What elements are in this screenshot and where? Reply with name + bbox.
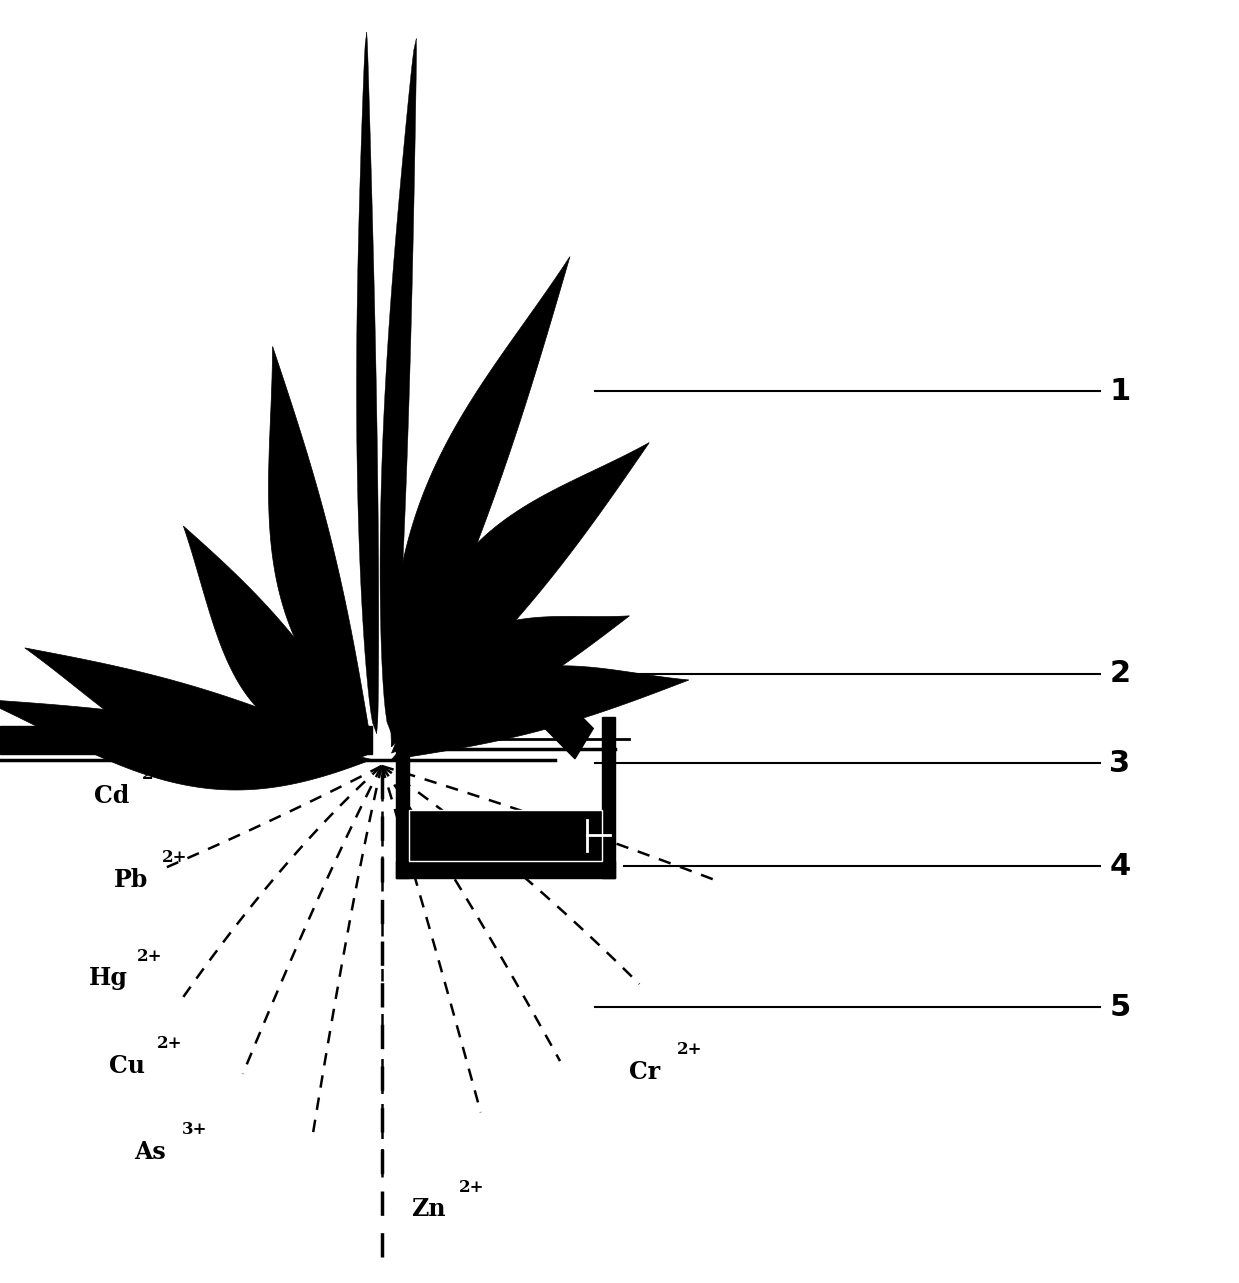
Text: Cd: Cd — [94, 784, 129, 808]
Text: 2+: 2+ — [458, 1179, 484, 1196]
Text: 2+: 2+ — [676, 1042, 703, 1058]
Text: 5: 5 — [1109, 993, 1131, 1021]
Text: 2+: 2+ — [161, 849, 187, 866]
Text: 2+: 2+ — [156, 1035, 182, 1052]
Text: 1: 1 — [1109, 377, 1131, 405]
Text: 2: 2 — [1109, 659, 1131, 688]
Polygon shape — [392, 616, 629, 753]
Polygon shape — [392, 443, 649, 747]
Text: As: As — [134, 1139, 166, 1164]
Polygon shape — [269, 346, 372, 747]
Polygon shape — [0, 726, 372, 754]
Polygon shape — [411, 562, 593, 758]
Text: 4: 4 — [1109, 852, 1131, 880]
Text: 2+: 2+ — [136, 948, 162, 965]
Polygon shape — [380, 38, 416, 734]
Text: Cr: Cr — [629, 1060, 660, 1084]
Polygon shape — [357, 32, 379, 734]
Text: 2+: 2+ — [141, 766, 167, 783]
Bar — [602, 717, 615, 878]
Text: Zn: Zn — [411, 1197, 446, 1221]
Polygon shape — [0, 699, 372, 790]
Polygon shape — [392, 666, 689, 760]
Polygon shape — [390, 257, 570, 747]
Polygon shape — [25, 648, 372, 777]
Polygon shape — [183, 526, 372, 747]
Text: 3: 3 — [1109, 749, 1131, 777]
Bar — [396, 861, 615, 878]
Text: Pb: Pb — [114, 867, 149, 892]
Text: Hg: Hg — [89, 966, 128, 990]
Text: Cu: Cu — [109, 1053, 145, 1078]
Bar — [396, 749, 409, 878]
Bar — [409, 810, 602, 861]
Text: 3+: 3+ — [181, 1121, 207, 1138]
